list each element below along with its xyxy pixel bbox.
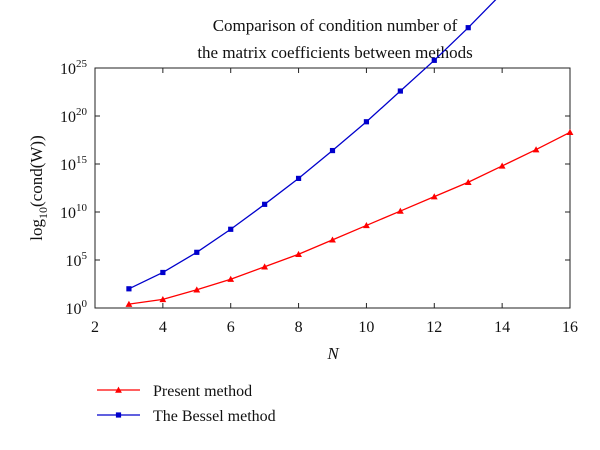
x-axis-label: N [326, 344, 340, 363]
data-point-present-method [532, 146, 540, 153]
chart-title-line-2: the matrix coefficients between methods [197, 43, 472, 62]
y-tick-label: 1010 [60, 202, 88, 222]
y-tick-label: 100 [66, 298, 88, 318]
y-tick-label: 105 [66, 250, 88, 270]
data-point-the-bessel-method [431, 57, 437, 63]
y-axis-label-argument: (cond(W)) [27, 135, 46, 207]
series-present-method [125, 128, 574, 307]
series-the-bessel-method [126, 0, 497, 292]
y-tick-base: 10 [60, 205, 76, 222]
x-tick-label: 14 [494, 319, 510, 336]
data-point-present-method [159, 295, 167, 303]
data-point-present-method [329, 236, 336, 243]
y-tick-base: 10 [66, 301, 82, 318]
y-tick-exponent: 20 [76, 106, 88, 118]
x-axis-ticks: 2 4 6 8 10 12 14 16 [91, 68, 578, 336]
y-tick-base: 10 [60, 109, 76, 126]
data-point-the-bessel-method [194, 249, 200, 255]
series-line-the-bessel-method [128, 0, 497, 290]
y-tick-exponent: 25 [76, 58, 88, 70]
y-tick-label: 1025 [60, 58, 88, 78]
data-point-the-bessel-method [126, 286, 132, 292]
series-line-present-method [128, 131, 571, 305]
y-axis-label: log10(cond(W)) [27, 135, 50, 240]
legend-item-the-bessel-method: The Bessel method [97, 408, 276, 425]
y-tick-exponent: 5 [82, 250, 88, 262]
y-tick-label: 1015 [60, 154, 88, 174]
legend-item-present-method: Present method [97, 383, 252, 400]
data-point-the-bessel-method [465, 25, 471, 31]
data-point-present-method [363, 222, 370, 229]
y-axis-label-subscript: 10 [36, 207, 50, 219]
data-point-the-bessel-method [397, 88, 403, 94]
data-point-present-method [566, 128, 574, 136]
legend-label: Present method [153, 383, 252, 400]
y-tick-exponent: 0 [82, 298, 88, 310]
data-point-present-method [498, 162, 506, 169]
data-point-the-bessel-method [363, 119, 370, 125]
plot-frame [94, 67, 571, 309]
chart-title-line-1: Comparison of condition number of [213, 16, 458, 35]
y-tick-base: 10 [60, 157, 76, 174]
x-tick-label: 6 [227, 319, 235, 336]
data-point-present-method [464, 178, 472, 185]
data-point-the-bessel-method [160, 269, 166, 276]
data-point-present-method [261, 263, 269, 270]
y-tick-base: 10 [66, 253, 82, 270]
y-tick-base: 10 [60, 61, 76, 78]
data-point-present-method [227, 275, 235, 282]
x-tick-label: 12 [426, 319, 442, 336]
y-axis-label-log: log [27, 219, 46, 241]
y-tick-label: 1020 [60, 106, 88, 126]
legend-label: The Bessel method [153, 408, 276, 425]
data-point-the-bessel-method [295, 175, 302, 181]
data-point-present-method [396, 207, 404, 214]
y-tick-exponent: 10 [76, 202, 88, 214]
legend-swatch-marker [115, 386, 122, 393]
data-point-the-bessel-method [329, 147, 336, 154]
x-tick-label: 2 [91, 319, 99, 336]
x-tick-label: 8 [295, 319, 303, 336]
x-tick-label: 16 [562, 319, 578, 336]
x-tick-label: 10 [358, 319, 374, 336]
series-layer [125, 0, 574, 307]
data-point-present-method [295, 250, 302, 257]
data-point-present-method [125, 300, 133, 307]
x-tick-label: 4 [159, 319, 167, 336]
legend: Present method The Bessel method [97, 383, 276, 425]
y-tick-exponent: 15 [76, 154, 88, 166]
data-point-the-bessel-method [262, 201, 268, 207]
legend-swatch-marker [115, 412, 122, 418]
data-point-the-bessel-method [228, 226, 234, 232]
data-point-present-method [193, 286, 201, 293]
data-point-present-method [430, 193, 438, 200]
